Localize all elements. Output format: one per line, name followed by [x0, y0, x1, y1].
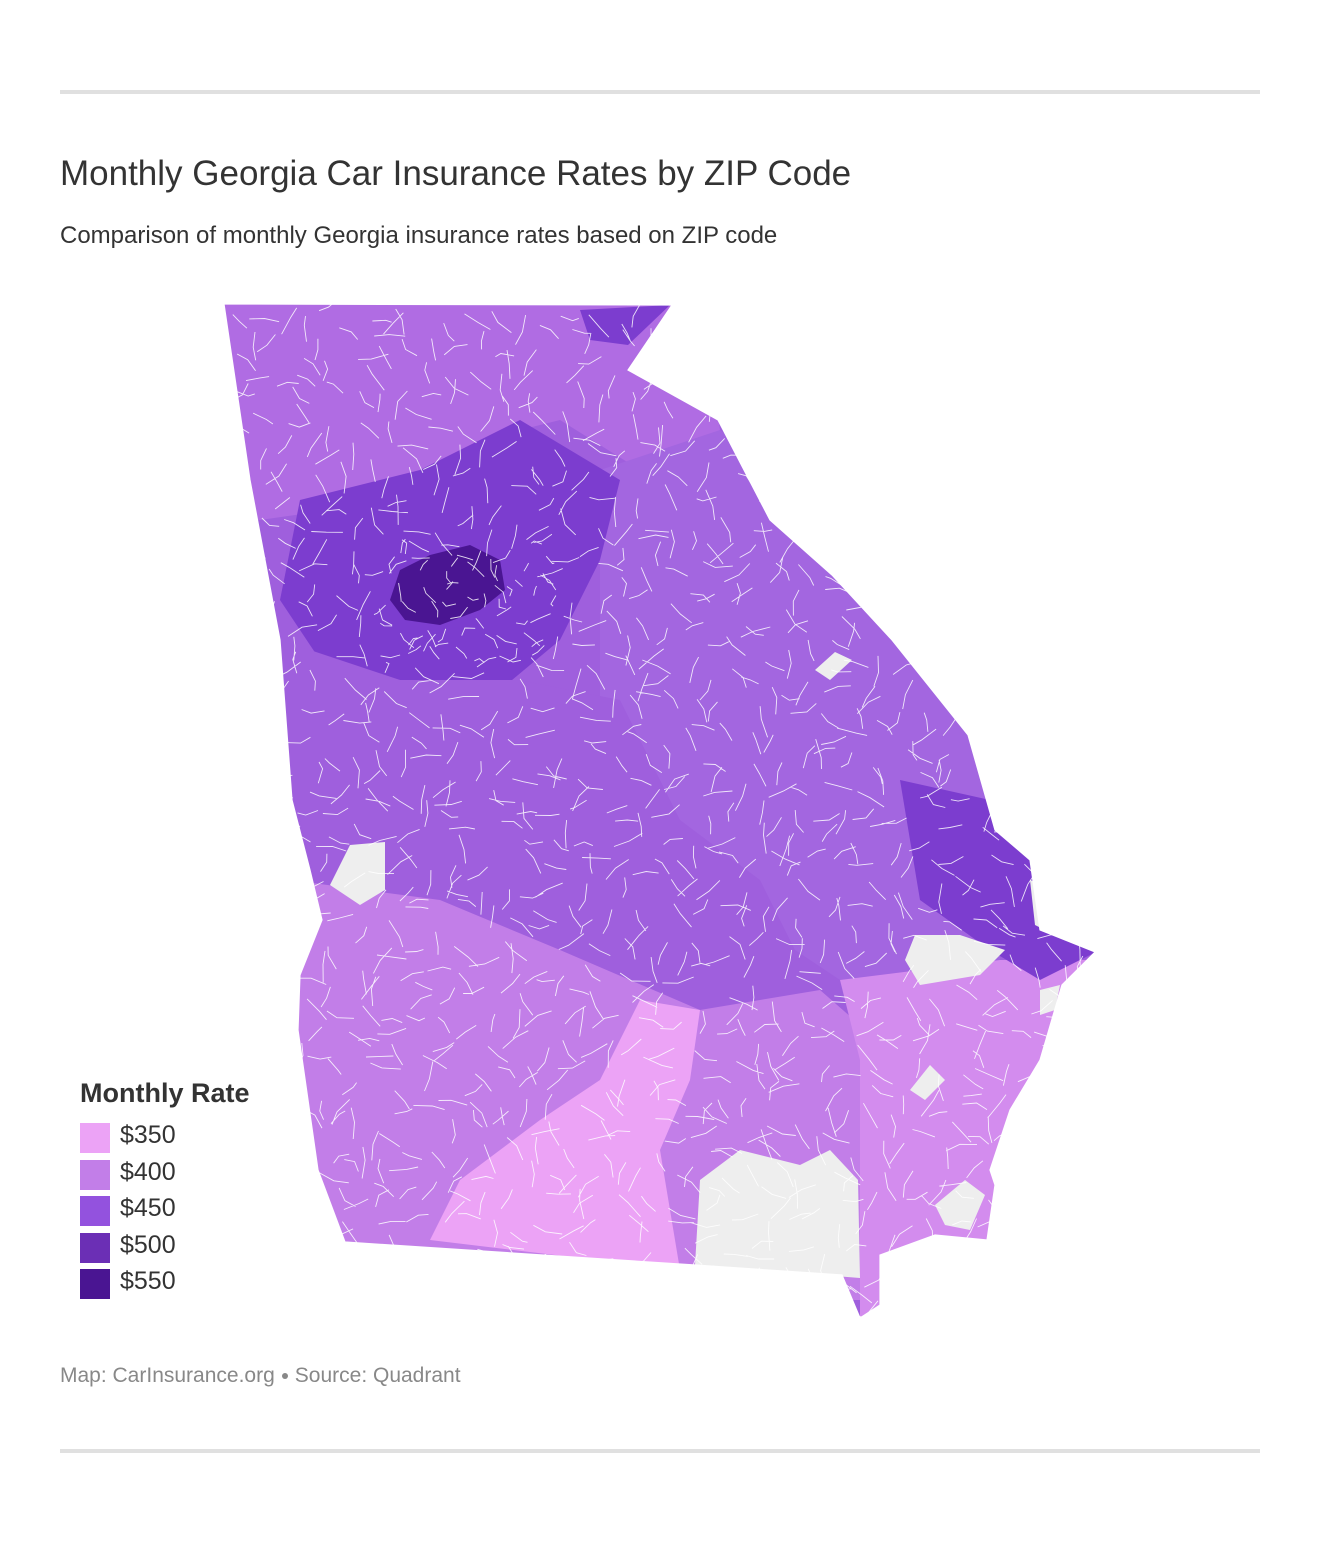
- separator-dot: [281, 1373, 288, 1380]
- nodata-areas: [330, 652, 1060, 1278]
- legend-label: $550: [120, 1267, 176, 1295]
- legend-label: $450: [120, 1194, 176, 1222]
- legend-label: $500: [120, 1230, 176, 1259]
- legend-label: $350: [120, 1121, 176, 1149]
- legend-item: $500: [80, 1229, 250, 1266]
- chart-title: Monthly Georgia Car Insurance Rates by Z…: [60, 154, 852, 193]
- region-central: [280, 640, 800, 1010]
- source-credit: Source: Quadrant: [294, 1364, 461, 1387]
- legend-swatch-400: [80, 1159, 110, 1190]
- region-coast: [840, 960, 1095, 1318]
- region-southwest: [290, 880, 900, 1300]
- chart-subtitle: Comparison of monthly Georgia insurance …: [60, 222, 778, 249]
- legend-item: $350: [80, 1119, 250, 1156]
- legend-swatch-450: [80, 1196, 110, 1226]
- legend-item: $400: [80, 1156, 250, 1193]
- region-east: [600, 430, 1000, 980]
- legend-title: Monthly Rate: [80, 1078, 250, 1108]
- legend-label: $400: [120, 1157, 176, 1186]
- bottom-divider: [60, 1449, 1260, 1453]
- zip-boundaries: [224, 304, 1095, 1318]
- region-south: [430, 1000, 700, 1270]
- map-credit: Map: CarInsurance.org: [60, 1364, 275, 1387]
- top-divider: [60, 90, 1260, 94]
- region-north: [224, 304, 720, 520]
- legend-swatch-500: [80, 1232, 110, 1263]
- legend-item: $450: [80, 1192, 250, 1229]
- legend-swatch-550: [80, 1269, 110, 1299]
- legend-swatch-350: [80, 1123, 110, 1153]
- region-metro-core: [390, 545, 505, 625]
- zip-boundary-lines: [224, 304, 1095, 1318]
- region-north-ne: [580, 305, 670, 345]
- legend: Monthly Rate $350 $400 $450 $500 $550: [80, 1078, 250, 1302]
- legend-item: $550: [80, 1265, 250, 1302]
- credits: Map: CarInsurance.org Source: Quadrant: [60, 1364, 461, 1388]
- region-coast-north: [900, 780, 1095, 980]
- region-metro-outer: [280, 420, 620, 690]
- state-outline: [223, 303, 1097, 1319]
